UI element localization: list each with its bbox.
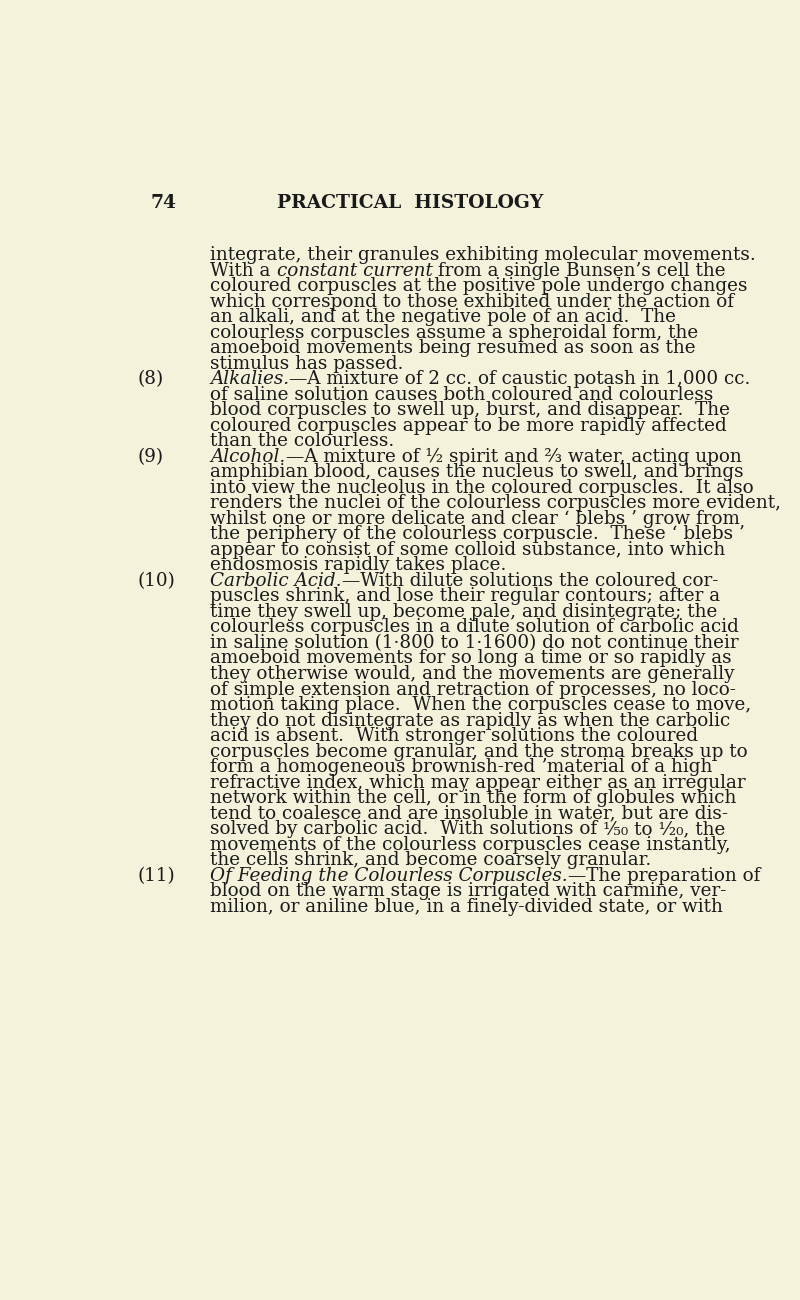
Text: milion, or aniline blue, in a finely-divided state, or with: milion, or aniline blue, in a finely-div… [210, 898, 723, 915]
Text: endosmosis rapidly takes place.: endosmosis rapidly takes place. [210, 556, 506, 575]
Text: network within the cell, or in the form of globules which: network within the cell, or in the form … [210, 789, 737, 807]
Text: renders the nuclei of the colourless corpuscles more evident,: renders the nuclei of the colourless cor… [210, 494, 782, 512]
Text: time they swell up, become pale, and disintegrate; the: time they swell up, become pale, and dis… [210, 603, 718, 621]
Text: amoeboid movements being resumed as soon as the: amoeboid movements being resumed as soon… [210, 339, 696, 358]
Text: amoeboid movements for so long a time or so rapidly as: amoeboid movements for so long a time or… [210, 650, 732, 667]
Text: colourless corpuscles assume a spheroidal form, the: colourless corpuscles assume a spheroida… [210, 324, 698, 342]
Text: solved by carbolic acid.  With solutions of: solved by carbolic acid. With solutions … [210, 820, 603, 838]
Text: into view the nucleolus in the coloured corpuscles.  It also: into view the nucleolus in the coloured … [210, 478, 754, 497]
Text: of simple extension and retraction of processes, no loco-: of simple extension and retraction of pr… [210, 680, 736, 698]
Text: —With dilute solutions the coloured cor-: —With dilute solutions the coloured cor- [342, 572, 718, 590]
Text: the cells shrink, and become coarsely granular.: the cells shrink, and become coarsely gr… [210, 852, 652, 870]
Text: With a: With a [210, 261, 277, 280]
Text: an alkali, and at the negative pole of an acid.  The: an alkali, and at the negative pole of a… [210, 308, 676, 326]
Text: (11): (11) [138, 867, 175, 885]
Text: movements of the colourless corpuscles cease instantly,: movements of the colourless corpuscles c… [210, 836, 731, 854]
Text: ¹⁄₅₀ to ¹⁄₂₀, the: ¹⁄₅₀ to ¹⁄₂₀, the [603, 820, 726, 838]
Text: from a single Bunsen’s cell the: from a single Bunsen’s cell the [433, 261, 726, 280]
Text: blood corpuscles to swell up, burst, and disappear.  The: blood corpuscles to swell up, burst, and… [210, 402, 730, 419]
Text: Carbolic Acid.: Carbolic Acid. [210, 572, 342, 590]
Text: PRACTICAL  HISTOLOGY: PRACTICAL HISTOLOGY [277, 194, 543, 212]
Text: in saline solution (1·800 to 1·1600) do not continue their: in saline solution (1·800 to 1·1600) do … [210, 634, 739, 653]
Text: colourless corpuscles in a dilute solution of carbolic acid: colourless corpuscles in a dilute soluti… [210, 619, 739, 637]
Text: constant current: constant current [277, 261, 433, 280]
Text: (9): (9) [138, 447, 163, 465]
Text: integrate, their granules exhibiting molecular movements.: integrate, their granules exhibiting mol… [210, 246, 756, 264]
Text: of saline solution causes both coloured and colourless: of saline solution causes both coloured … [210, 386, 714, 404]
Text: blood on the warm stage is irrigated with carmine, ver-: blood on the warm stage is irrigated wit… [210, 883, 726, 900]
Text: whilst one or more delicate and clear ‘ blebs ’ grow from: whilst one or more delicate and clear ‘ … [210, 510, 740, 528]
Text: 74: 74 [151, 194, 177, 212]
Text: refractive index, which may appear either as an irregular: refractive index, which may appear eithe… [210, 774, 746, 792]
Text: corpuscles become granular, and the stroma breaks up to: corpuscles become granular, and the stro… [210, 742, 748, 760]
Text: (8): (8) [138, 370, 163, 389]
Text: acid is absent.  With stronger solutions the coloured: acid is absent. With stronger solutions … [210, 727, 698, 745]
Text: appear to consist of some colloid substance, into which: appear to consist of some colloid substa… [210, 541, 726, 559]
Text: (10): (10) [138, 572, 175, 590]
Text: coloured corpuscles appear to be more rapidly affected: coloured corpuscles appear to be more ra… [210, 417, 727, 434]
Text: Alkalies.: Alkalies. [210, 370, 290, 389]
Text: the periphery of the colourless corpuscle.  These ‘ blebs ’: the periphery of the colourless corpuscl… [210, 525, 746, 543]
Text: than the colourless.: than the colourless. [210, 433, 394, 450]
Text: —A mixture of ½ spirit and ⅔ water, acting upon: —A mixture of ½ spirit and ⅔ water, acti… [286, 447, 742, 465]
Text: Of Feeding the Colourless Corpuscles.: Of Feeding the Colourless Corpuscles. [210, 867, 568, 885]
Text: coloured corpuscles at the positive pole undergo changes: coloured corpuscles at the positive pole… [210, 277, 748, 295]
Text: they do not disintegrate as rapidly as when the carbolic: they do not disintegrate as rapidly as w… [210, 711, 730, 729]
Text: —A mixture of 2 cc. of caustic potash in 1,000 cc.: —A mixture of 2 cc. of caustic potash in… [290, 370, 751, 389]
Text: amphibian blood, causes the nucleus to swell, and brings: amphibian blood, causes the nucleus to s… [210, 463, 744, 481]
Text: Alcohol.: Alcohol. [210, 447, 286, 465]
Text: —The preparation of: —The preparation of [568, 867, 760, 885]
Text: they otherwise would, and the movements are generally: they otherwise would, and the movements … [210, 666, 735, 682]
Text: puscles shrink, and lose their regular contours; after a: puscles shrink, and lose their regular c… [210, 588, 721, 606]
Text: form a homogeneous brownish-red ʼmaterial of a high: form a homogeneous brownish-red ʼmateria… [210, 758, 713, 776]
Text: stimulus has passed.: stimulus has passed. [210, 355, 404, 373]
Text: tend to coalesce and are insoluble in water, but are dis-: tend to coalesce and are insoluble in wa… [210, 805, 728, 823]
Text: motion taking place.  When the corpuscles cease to move,: motion taking place. When the corpuscles… [210, 696, 752, 714]
Text: which correspond to those exhibited under the action of: which correspond to those exhibited unde… [210, 292, 734, 311]
